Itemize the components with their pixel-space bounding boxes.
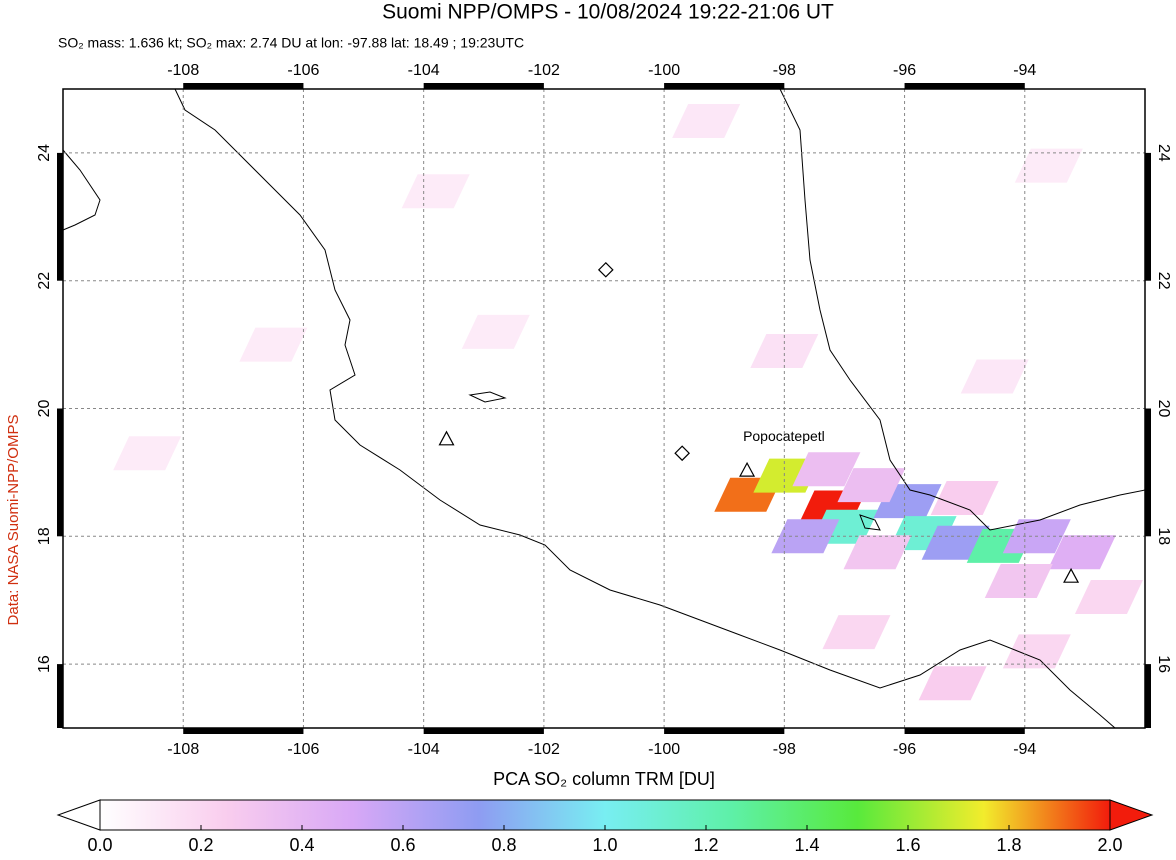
y-tick-label-right: 18 [1155,527,1172,545]
credit: Data: NASA Suomi-NPP/OMPS [5,415,22,626]
y-tick-label-left: 20 [36,400,53,418]
so2-pixel [1047,535,1116,570]
frame-band [904,83,1025,89]
so2-pixel [918,666,987,701]
frame-band [904,728,1025,734]
x-tick-label-top: -106 [287,62,319,79]
colorbar-tick-label: 1.0 [592,835,617,855]
subtitle: SO₂ mass: 1.636 kt; SO₂ max: 2.74 DU at … [58,35,524,51]
x-tick-label-bottom: -102 [528,741,560,758]
frame-band [183,83,304,89]
so2-pixel [750,333,819,368]
y-tick-label-right: 20 [1155,400,1172,418]
colorbar-tick-label: 0.8 [491,835,516,855]
so2-pixel [960,359,1029,394]
so2-pixel [1002,634,1071,669]
so2-pixel [792,452,861,487]
map-frame [62,88,1146,729]
frame-band [1145,408,1151,537]
so2-pixel [771,519,840,554]
colorbar-tick-label: 0.6 [390,835,415,855]
so2-pixel [822,615,891,650]
so2-pixel [984,564,1053,599]
y-tick-label-left: 18 [36,527,53,545]
frame-band [57,408,63,537]
volcano-marker [674,445,690,462]
so2-pixel [930,480,999,515]
frame-band [183,728,304,734]
frame-band [57,152,63,281]
so2-pixel [239,327,308,362]
volcano-marker [739,461,756,477]
x-tick-label-bottom: -96 [893,741,916,758]
y-tick-label-left: 24 [36,144,53,162]
colorbar-tick-label: 1.8 [996,835,1021,855]
x-tick-label-bottom: -94 [1013,741,1036,758]
colorbar-label: PCA SO₂ column TRM [DU] [493,769,715,789]
x-tick-label-top: -102 [528,62,560,79]
y-tick-label-left: 16 [36,655,53,673]
colorbar-tick-label: 0.0 [87,835,112,855]
x-tick-label-top: -98 [773,62,796,79]
y-tick-label-right: 24 [1155,144,1172,162]
colorbar-tick-label: 0.4 [289,835,314,855]
frame-band [664,83,785,89]
x-tick-label-bottom: -104 [408,741,440,758]
colorbar-extension [56,799,101,831]
y-tick-label-right: 22 [1155,272,1172,290]
grid-layer: -108 -108 -106 -106 -104 -104 -102 -102 -100 -100… [36,62,1172,758]
so2-pixel [113,436,182,471]
volcano-marker [438,430,455,446]
colorbar-tick-label: 1.4 [794,835,819,855]
so2-pixel [1074,580,1143,615]
frame-band [1145,664,1151,728]
frame-band [1145,152,1151,281]
frame-band [664,728,785,734]
marker-layer: Popocatepetl [438,261,1080,583]
frame-band [423,83,544,89]
colorbar-tick-label: 1.2 [693,835,718,855]
y-tick-label-left: 22 [36,272,53,290]
so2-pixel [837,468,906,503]
colorbar: 0.0 0.2 0.4 0.6 0.8 1.0 1.2 1.4 1.6 1.8 2.0 [56,799,1154,855]
x-tick-label-top: -94 [1013,62,1036,79]
colorbar-tick-label: 0.2 [188,835,213,855]
so2-pixel [461,314,530,349]
so2-pixel [843,535,912,570]
annotation: Popocatepetl [743,428,825,444]
frame-band [423,728,544,734]
volcano-marker [597,261,614,278]
x-tick-label-top: -100 [648,62,680,79]
frame-band [57,664,63,728]
x-tick-label-bottom: -106 [287,741,319,758]
x-tick-label-top: -108 [167,62,199,79]
x-tick-label-bottom: -98 [773,741,796,758]
so2-pixel [672,103,741,138]
so2-pixel [401,174,470,209]
x-tick-label-bottom: -108 [167,741,199,758]
colorbar-tick-label: 1.6 [895,835,920,855]
x-tick-label-bottom: -100 [648,741,680,758]
so2-pixel [1014,148,1083,183]
volcano-marker [1063,567,1080,583]
pixel-layer [113,103,1143,701]
x-tick-label-top: -104 [408,62,440,79]
title: Suomi NPP/OMPS - 10/08/2024 19:22-21:06 … [382,1,834,24]
colorbar-tick-label: 2.0 [1097,835,1122,855]
x-tick-label-top: -96 [893,62,916,79]
coastline [62,88,1146,729]
y-tick-label-right: 16 [1155,655,1172,673]
colorbar-extension [1109,799,1154,831]
